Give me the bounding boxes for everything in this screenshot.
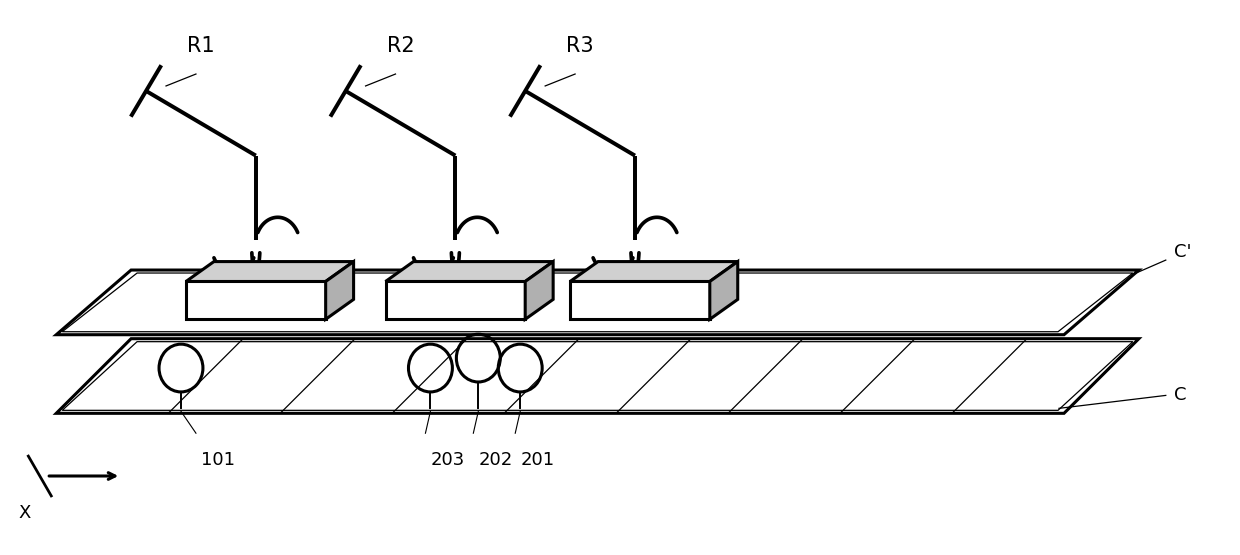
Text: 203: 203: [430, 451, 465, 469]
Polygon shape: [570, 281, 709, 319]
Text: 201: 201: [521, 451, 554, 469]
Polygon shape: [326, 261, 353, 319]
Polygon shape: [386, 281, 526, 319]
Text: R1: R1: [187, 36, 215, 56]
Text: X: X: [19, 504, 31, 522]
Polygon shape: [386, 261, 553, 281]
Polygon shape: [570, 261, 738, 281]
Polygon shape: [526, 261, 553, 319]
Polygon shape: [709, 261, 738, 319]
Polygon shape: [186, 281, 326, 319]
Text: R3: R3: [567, 36, 594, 56]
Polygon shape: [56, 339, 1138, 413]
Text: 101: 101: [201, 451, 234, 469]
Text: C: C: [1174, 386, 1187, 405]
Text: R2: R2: [387, 36, 414, 56]
Text: 202: 202: [479, 451, 512, 469]
Polygon shape: [186, 261, 353, 281]
Polygon shape: [56, 270, 1138, 335]
Text: C': C': [1174, 243, 1192, 261]
